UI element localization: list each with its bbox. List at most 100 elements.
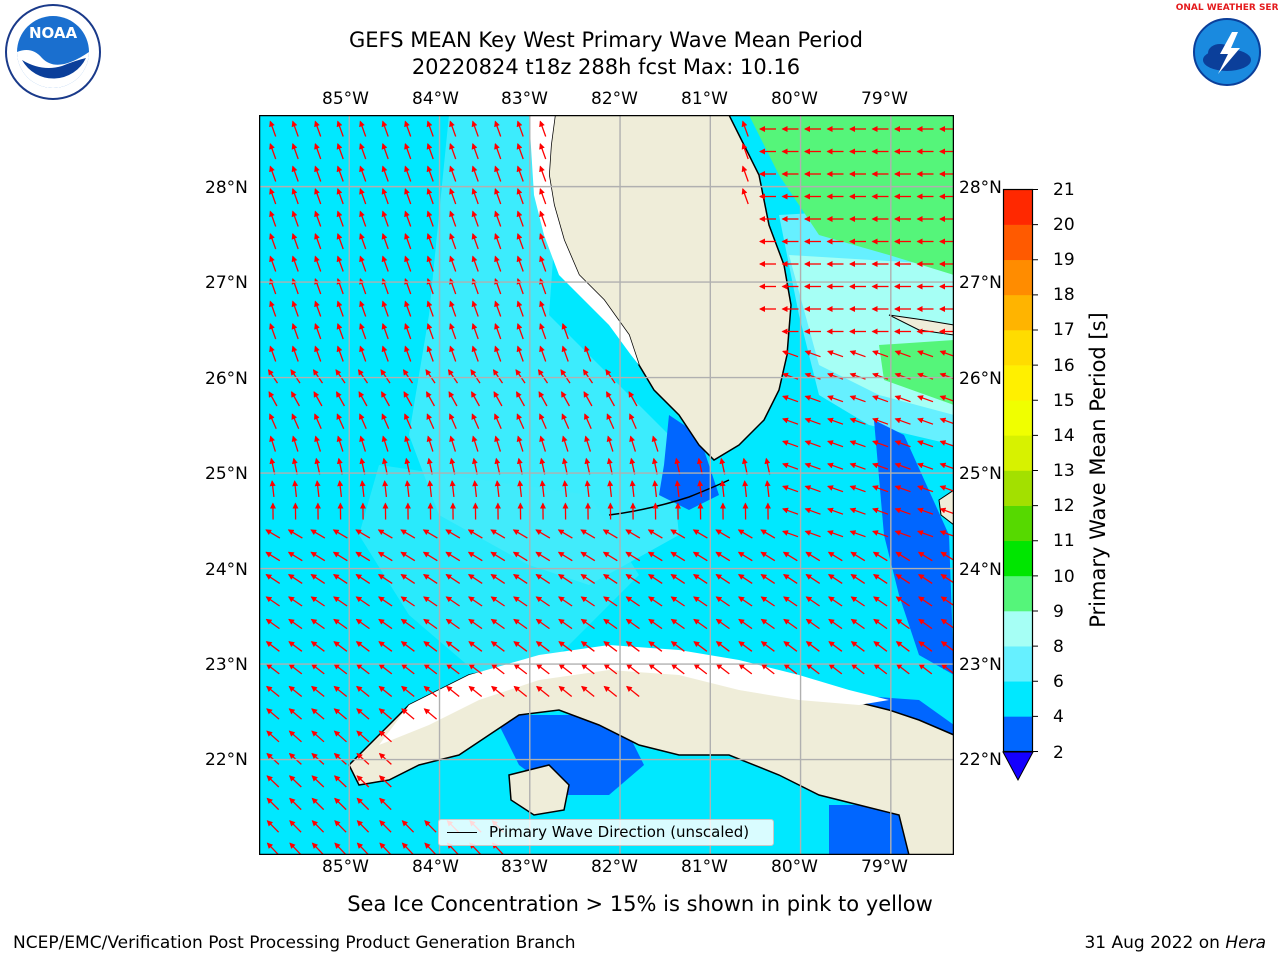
wave-direction-arrow: [805, 574, 821, 584]
wave-direction-arrow: [670, 529, 686, 539]
colorbar-tick-label: 11: [1053, 531, 1075, 551]
wave-direction-arrow: [560, 369, 571, 384]
wave-direction-arrow: [310, 574, 326, 584]
wave-direction-arrow: [516, 457, 523, 475]
wave-direction-arrow: [288, 730, 302, 743]
wave-direction-arrow: [291, 210, 299, 227]
wave-direction-arrow: [471, 413, 480, 430]
wave-direction-arrow: [336, 143, 344, 160]
wave-direction-arrow: [850, 551, 866, 562]
wave-direction-arrow: [828, 663, 843, 675]
wave-direction-arrow: [314, 323, 322, 340]
colorbar-tick-label: 17: [1053, 320, 1075, 340]
wave-direction-arrow: [269, 120, 277, 137]
lon-label-bottom: 81°W: [681, 857, 728, 877]
wave-direction-arrow: [445, 574, 461, 584]
wave-direction-arrow: [381, 323, 389, 340]
wave-direction-arrow: [737, 551, 753, 562]
wave-direction-arrow: [719, 480, 726, 497]
wave-direction-arrow: [449, 210, 457, 227]
wave-direction-arrow: [625, 529, 641, 539]
lon-label-bottom: 80°W: [771, 857, 818, 877]
wave-direction-arrow: [516, 120, 524, 137]
wave-direction-arrow: [267, 369, 279, 384]
wave-direction-arrow: [894, 530, 911, 538]
wave-direction-arrow: [670, 618, 685, 630]
wave-direction-arrow: [850, 596, 865, 607]
wave-direction-arrow: [783, 596, 798, 607]
colorbar-segment: [1003, 400, 1033, 436]
wave-direction-arrow: [400, 529, 416, 539]
wave-direction-arrow: [783, 663, 798, 675]
wave-direction-arrow: [561, 457, 568, 475]
wave-direction-arrow: [538, 391, 548, 407]
wave-direction-arrow: [738, 596, 753, 607]
wave-direction-arrow: [804, 350, 821, 358]
wave-direction-arrow: [894, 462, 911, 470]
wave-direction-arrow: [449, 255, 457, 272]
wave-direction-arrow: [873, 618, 888, 630]
wave-direction-arrow: [494, 300, 502, 317]
wave-direction-arrow: [426, 210, 434, 227]
wave-direction-arrow: [424, 842, 437, 855]
wave-direction-arrow: [336, 255, 344, 272]
wave-direction-arrow: [289, 797, 302, 811]
wave-direction-arrow: [311, 730, 325, 743]
wave-direction-arrow: [490, 596, 505, 607]
wave-direction-arrow: [426, 323, 434, 340]
lon-label-bottom: 85°W: [322, 857, 369, 877]
wave-direction-arrow: [849, 440, 866, 448]
wave-direction-arrow: [603, 618, 618, 630]
wave-direction-arrow: [580, 641, 595, 652]
wave-direction-arrow: [783, 641, 798, 652]
wave-direction-arrow: [311, 685, 325, 698]
wave-direction-arrow: [289, 842, 302, 855]
wave-direction-arrow: [607, 480, 614, 497]
wave-direction-arrow: [805, 663, 820, 675]
colorbar-segment: [1003, 259, 1033, 296]
wave-direction-arrow: [849, 507, 866, 515]
wave-direction-arrow: [377, 529, 393, 539]
wave-direction-arrow: [400, 618, 415, 630]
wave-direction-arrow: [536, 685, 550, 698]
wave-direction-arrow: [333, 730, 347, 743]
wave-direction-arrow: [561, 413, 570, 430]
wave-direction-arrow: [625, 596, 640, 607]
colorbar-tick-label: 10: [1053, 567, 1075, 587]
wave-direction-arrow: [404, 210, 412, 227]
wave-direction-arrow: [490, 529, 506, 539]
wave-direction-arrow: [602, 551, 618, 562]
wave-direction-arrow: [356, 842, 369, 855]
wave-direction-arrow: [804, 462, 821, 470]
colorbar-tick-label: 8: [1053, 637, 1064, 657]
wave-direction-arrow: [539, 457, 546, 475]
wave-direction-arrow: [400, 596, 415, 607]
wave-direction-arrow: [334, 797, 347, 811]
wave-direction-arrow: [314, 143, 322, 160]
wave-direction-arrow: [580, 529, 596, 539]
map-title: GEFS MEAN Key West Primary Wave Mean Per…: [349, 28, 863, 52]
wave-direction-arrow: [696, 457, 703, 475]
wave-direction-arrow: [335, 369, 346, 384]
wave-direction-arrow: [359, 210, 367, 227]
wave-direction-arrow: [379, 842, 392, 855]
lat-label-left: 22°N: [205, 750, 248, 770]
wave-direction-arrow: [516, 413, 525, 430]
wave-direction-arrow: [266, 842, 279, 855]
wave-direction-arrow: [288, 775, 302, 788]
wave-direction-arrow: [426, 300, 434, 317]
wave-direction-arrow: [539, 233, 547, 250]
florida-coastal-mask: [529, 115, 639, 365]
wave-direction-arrow: [355, 574, 371, 584]
colorbar-tick-label: 14: [1053, 426, 1075, 446]
wave-direction-arrow: [512, 574, 528, 584]
wave-direction-arrow: [381, 120, 389, 137]
map-legend: Primary Wave Direction (unscaled): [438, 819, 774, 846]
wave-direction-arrow: [445, 529, 461, 539]
wave-direction-arrow: [378, 685, 393, 698]
wave-direction-arrow: [332, 551, 348, 562]
wave-direction-arrow: [311, 797, 325, 811]
wave-direction-arrow: [359, 480, 366, 497]
wave-direction-arrow: [314, 210, 322, 227]
wave-direction-arrow: [516, 210, 524, 227]
